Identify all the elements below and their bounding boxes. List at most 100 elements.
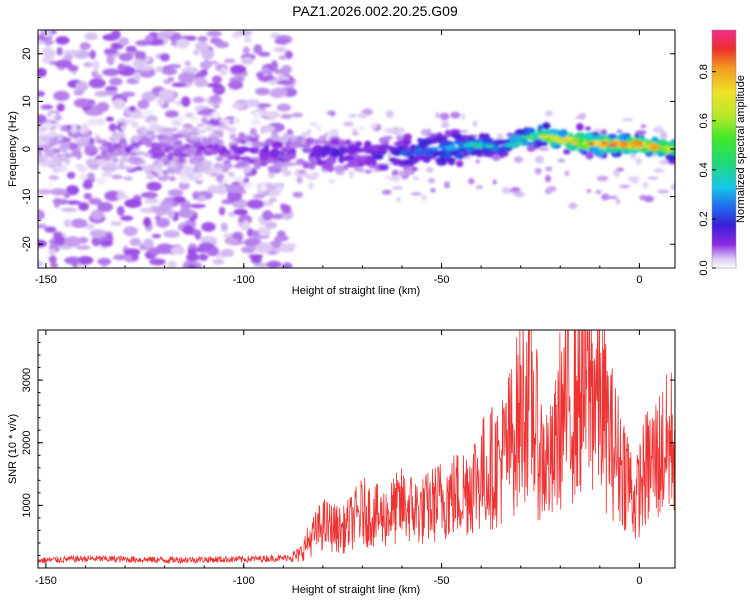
ridge-blob (249, 127, 258, 136)
noise-blob (186, 253, 200, 262)
snr-panel: -150 -100 -50 0 1000 2000 3000 Height of stra… (7, 329, 676, 596)
noise-blob (144, 198, 160, 204)
y-tick-label: -10 (21, 189, 33, 205)
noise-blob (271, 213, 283, 220)
chart-title: PAZ1.2026.002.20.25.G09 (292, 3, 458, 19)
ridge-blob (48, 158, 60, 166)
ridge-blob (351, 127, 358, 132)
noise-blob (276, 103, 292, 112)
spectrogram-y-ticks: -20 -10 0 10 20 (21, 29, 675, 269)
ridge-blob (590, 146, 597, 154)
ridge-blob (242, 159, 249, 164)
ridge-blob (90, 151, 97, 156)
noise-blob (201, 222, 216, 232)
noise-blob (252, 255, 261, 261)
noise-blob (125, 45, 137, 53)
noise-blob (621, 118, 634, 122)
noise-blob (158, 89, 175, 100)
snr-x-ticks: -150 -100 -50 0 (35, 330, 642, 587)
noise-blob (643, 195, 655, 203)
ridge-blob (201, 141, 208, 147)
ridge-core (524, 135, 536, 139)
ridge-blob (80, 174, 88, 180)
colorbar-tick-label: 0.2 (698, 211, 710, 226)
noise-blob (538, 147, 550, 151)
x-tick-label: -100 (233, 575, 255, 587)
noise-blob (120, 91, 136, 98)
ridge-blob (359, 126, 365, 131)
ridge-blob (204, 124, 215, 132)
noise-blob (246, 199, 265, 209)
ridge-blob (47, 182, 54, 189)
noise-blob (264, 111, 281, 119)
ridge-blob (118, 132, 126, 138)
ridge-blob (311, 138, 322, 145)
noise-blob (510, 186, 521, 193)
noise-blob (178, 71, 196, 83)
ridge-blob (279, 136, 289, 144)
ridge-blob (391, 158, 402, 166)
noise-blob (280, 113, 293, 119)
ridge-blob (49, 112, 58, 117)
noise-blob (614, 170, 621, 178)
noise-blob (231, 102, 244, 109)
noise-blob (657, 189, 670, 194)
ridge-blob (576, 143, 588, 150)
ridge-core (404, 149, 413, 153)
noise-blob (63, 49, 81, 55)
noise-blob (111, 174, 123, 180)
noise-blob (97, 202, 114, 212)
ridge-blob (370, 123, 377, 129)
noise-blob (173, 196, 186, 204)
ridge-blob (607, 133, 617, 139)
ridge-core (444, 145, 456, 149)
ridge-blob (126, 119, 136, 125)
noise-blob (189, 203, 206, 209)
snr-x-label: Height of straight line (km) (292, 584, 420, 596)
noise-blob (134, 50, 143, 61)
noise-blob (209, 94, 221, 103)
noise-blob (146, 181, 162, 192)
ridge-core (548, 134, 555, 138)
ridge-blob (271, 140, 284, 149)
noise-blob (262, 69, 273, 75)
ridge-blob (238, 132, 246, 139)
noise-blob (96, 101, 110, 113)
noise-blob (102, 68, 120, 77)
ridge-blob (480, 147, 492, 155)
noise-blob (254, 87, 271, 96)
noise-blob (252, 194, 266, 199)
noise-blob (73, 98, 91, 108)
ridge-blob (70, 151, 83, 157)
noise-blob (180, 200, 191, 211)
ridge-blob (298, 169, 307, 175)
ridge-blob (240, 156, 252, 161)
ridge-blob (466, 145, 474, 153)
ridge-core (565, 136, 572, 141)
ridge-blob (225, 126, 237, 133)
noise-blob (99, 240, 114, 247)
noise-blob (184, 112, 194, 118)
noise-blob (206, 30, 223, 37)
ridge-blob (315, 124, 322, 132)
noise-blob (568, 202, 578, 210)
noise-blob (155, 66, 164, 73)
ridge-blob (206, 144, 216, 149)
ridge-blob (453, 140, 460, 145)
noise-blob (104, 86, 118, 91)
ridge-blob (142, 164, 151, 172)
ridge-blob (262, 125, 275, 133)
noise-blob (73, 89, 84, 96)
ridge-blob (41, 122, 53, 130)
noise-blob (56, 47, 63, 56)
ridge-blob (393, 150, 402, 156)
ridge-blob (58, 142, 70, 151)
ridge-blob (168, 138, 175, 147)
ridge-blob (508, 134, 521, 143)
ridge-core (610, 140, 619, 145)
ridge-blob (331, 148, 340, 157)
colorbar-tick-label: 0.8 (698, 64, 710, 79)
ridge-blob (542, 122, 551, 130)
ridge-blob (188, 116, 200, 121)
noise-blob (458, 129, 469, 133)
